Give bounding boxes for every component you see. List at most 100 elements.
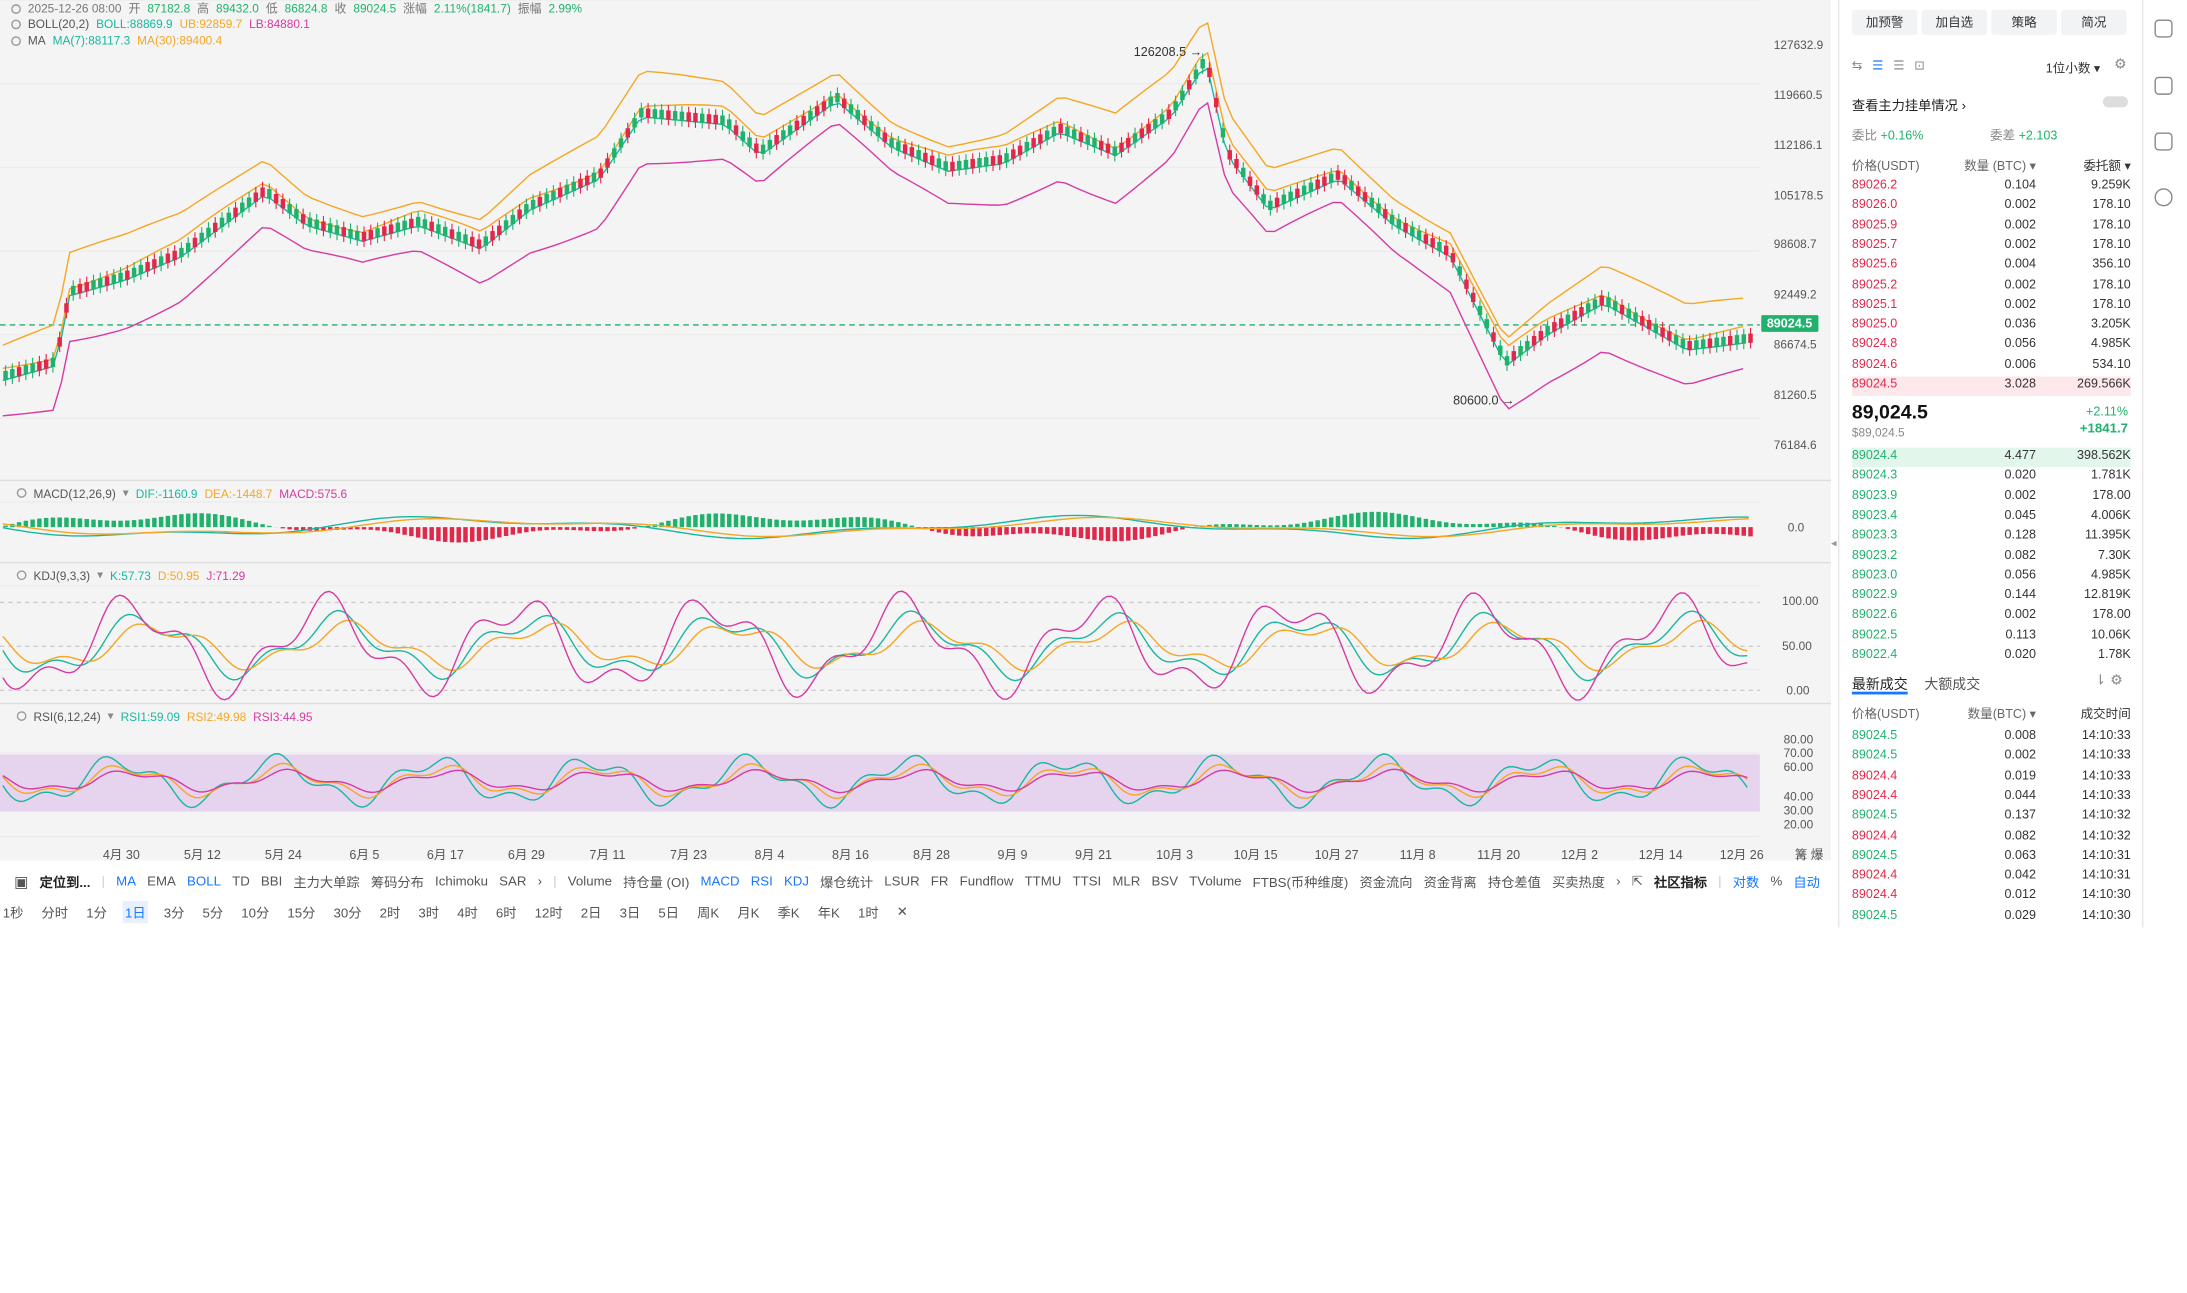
add-alert-button[interactable]: 加预警: [1852, 10, 1918, 35]
interval-16[interactable]: 5日: [656, 901, 682, 923]
interval-21[interactable]: 1时: [855, 901, 881, 923]
interval-17[interactable]: 周K: [694, 901, 722, 923]
depth-chart-icon[interactable]: [2155, 77, 2173, 95]
bell-icon[interactable]: [17, 488, 27, 498]
filter-icon[interactable]: ⇂ ⚙: [2095, 674, 2123, 689]
view-asks-icon[interactable]: ☰: [1893, 59, 1904, 74]
indicator-heat[interactable]: 买卖热度: [1552, 872, 1605, 892]
community-indicators[interactable]: 社区指标: [1654, 872, 1707, 892]
interval-19[interactable]: 季K: [775, 901, 803, 923]
dropdown-icon[interactable]: ▾: [123, 485, 129, 500]
view-both-icon[interactable]: ⇆: [1852, 59, 1863, 74]
boll-legend[interactable]: BOLL(20,2) BOLL:88869.9 UB:92859.7 LB:84…: [11, 17, 310, 31]
interval-14[interactable]: 2日: [578, 901, 604, 923]
interval-5[interactable]: 5分: [200, 901, 226, 923]
percent-toggle[interactable]: %: [1770, 874, 1782, 889]
main-force-toggle[interactable]: [2103, 96, 2128, 107]
interval-6[interactable]: 10分: [238, 901, 272, 923]
external-link-icon[interactable]: ⇱: [1632, 874, 1643, 889]
indicator-fund-divergence[interactable]: 资金背离: [1424, 872, 1477, 892]
indicator-volume[interactable]: Volume: [568, 874, 612, 889]
chevron-right-icon[interactable]: ›: [538, 874, 542, 889]
close-icon[interactable]: ✕: [894, 903, 911, 921]
dropdown-icon[interactable]: ▾: [97, 568, 103, 583]
calculator-icon[interactable]: [2155, 20, 2173, 38]
indicator-bsv[interactable]: BSV: [1152, 874, 1179, 889]
pane-divider[interactable]: [0, 480, 1831, 481]
interval-4[interactable]: 3分: [161, 901, 187, 923]
settings-icon[interactable]: ⚙: [2114, 57, 2127, 72]
collapse-icon[interactable]: [11, 19, 21, 29]
main-force-link[interactable]: 查看主力挂单情况 ›: [1852, 95, 1966, 115]
pane-divider[interactable]: [0, 703, 1831, 704]
dropdown-icon[interactable]: ▾: [108, 708, 114, 723]
col-amount[interactable]: 委托额 ▾: [2036, 156, 2131, 176]
log-toggle[interactable]: 对数: [1733, 872, 1760, 892]
indicator-fundflow[interactable]: Fundflow: [960, 874, 1014, 889]
indicator-ichimoku[interactable]: Ichimoku: [435, 874, 488, 889]
bell-icon[interactable]: [17, 570, 27, 580]
calendar-icon[interactable]: ▣: [14, 872, 29, 890]
view-bids-icon[interactable]: ☰: [1872, 59, 1883, 74]
zoom-icon[interactable]: 篝 爆: [1795, 845, 1824, 863]
interval-15[interactable]: 3日: [617, 901, 643, 923]
interval-3[interactable]: 1日: [122, 901, 148, 923]
bell-icon[interactable]: [11, 36, 21, 46]
macd-legend[interactable]: MACD(12,26,9) ▾ DIF:-1160.9 DEA:-1448.7 …: [17, 485, 347, 500]
chevron-right-icon[interactable]: ›: [1616, 874, 1620, 889]
stats-icon[interactable]: [2155, 132, 2173, 150]
locate-button[interactable]: 定位到...: [40, 872, 91, 892]
interval-10[interactable]: 3时: [416, 901, 442, 923]
collapse-panel-icon[interactable]: ◂: [1831, 537, 1837, 550]
indicator-main-force[interactable]: 主力大单踪: [293, 872, 359, 892]
indicator-rsi[interactable]: RSI: [751, 874, 773, 889]
interval-7[interactable]: 15分: [285, 901, 319, 923]
strategy-button[interactable]: 策略: [1991, 10, 2057, 35]
clock-icon[interactable]: [2155, 188, 2173, 206]
indicator-sar[interactable]: SAR: [499, 874, 526, 889]
interval-2[interactable]: 1分: [83, 901, 109, 923]
rsi-legend[interactable]: RSI(6,12,24) ▾ RSI1:59.09 RSI2:49.98 RSI…: [17, 708, 313, 723]
indicator-fund-flow[interactable]: 资金流向: [1359, 872, 1412, 892]
bell-icon[interactable]: [17, 711, 27, 721]
kdj-legend[interactable]: KDJ(9,3,3) ▾ K:57.73 D:50.95 J:71.29: [17, 568, 246, 583]
chart-canvas[interactable]: [0, 0, 1831, 860]
indicator-ttsi[interactable]: TTSI: [1073, 874, 1102, 889]
col-qty[interactable]: 数量 (BTC) ▾: [1950, 156, 2036, 176]
collapse-icon[interactable]: [11, 3, 21, 13]
decimal-select[interactable]: 1位小数 ▾: [2046, 59, 2100, 77]
view-chart-icon[interactable]: ⊡: [1914, 59, 1925, 74]
overview-button[interactable]: 简况: [2061, 10, 2127, 35]
indicator-fr[interactable]: FR: [931, 874, 949, 889]
indicator-kdj[interactable]: KDJ: [784, 874, 809, 889]
indicator-mlr[interactable]: MLR: [1112, 874, 1140, 889]
interval-11[interactable]: 4时: [454, 901, 480, 923]
interval-8[interactable]: 30分: [331, 901, 365, 923]
interval-0[interactable]: 1秒: [0, 901, 26, 923]
indicator-tvolume[interactable]: TVolume: [1189, 874, 1241, 889]
interval-20[interactable]: 年K: [815, 901, 843, 923]
